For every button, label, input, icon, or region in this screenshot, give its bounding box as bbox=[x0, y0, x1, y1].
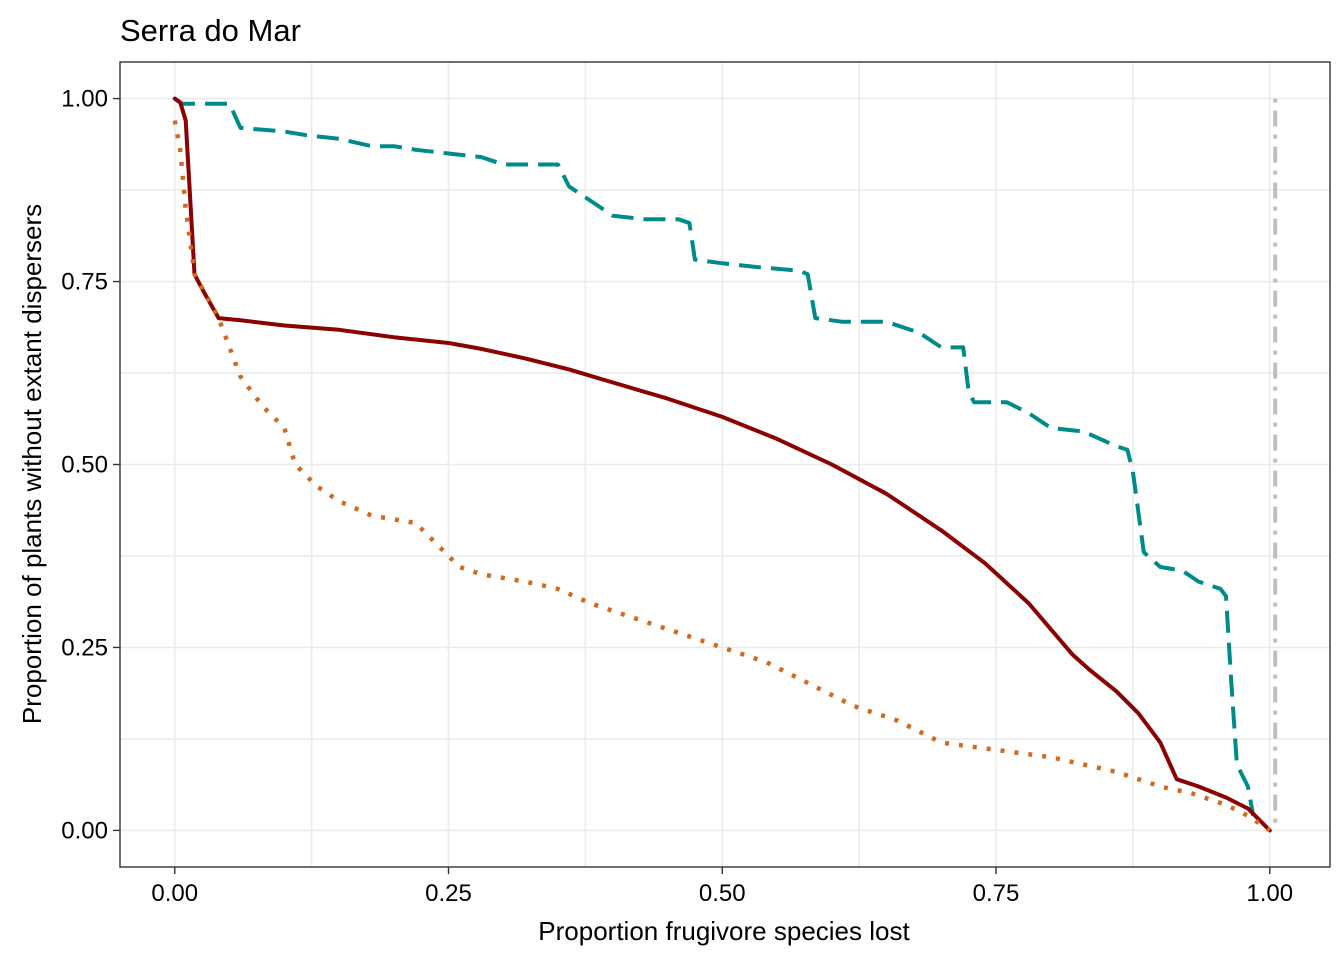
y-tick-label: 0.75 bbox=[61, 269, 108, 296]
y-tick-label: 0.00 bbox=[61, 817, 108, 844]
x-tick-label: 0.00 bbox=[151, 880, 198, 907]
series-line-solid bbox=[172, 96, 1272, 833]
gridlines bbox=[120, 62, 1330, 867]
x-tick-label: 1.00 bbox=[1246, 880, 1293, 907]
chart-title: Serra do Mar bbox=[120, 13, 301, 48]
series-line-dashed bbox=[173, 97, 1256, 817]
y-tick-label: 0.50 bbox=[61, 452, 108, 479]
x-tick-label: 0.25 bbox=[425, 880, 472, 907]
series-layer bbox=[172, 96, 1278, 833]
axes: 0.00 0.25 0.50 0.75 1.00 0.00 0.25 0.50 0.75 1.00 bbox=[61, 86, 1293, 907]
x-tick-label: 0.75 bbox=[973, 880, 1020, 907]
y-tick-label: 1.00 bbox=[61, 86, 108, 113]
x-axis-title: Proportion frugivore species lost bbox=[538, 916, 910, 946]
y-tick-label: 0.25 bbox=[61, 634, 108, 661]
y-axis-title: Proportion of plants without extant disp… bbox=[17, 204, 47, 724]
x-tick-label: 0.50 bbox=[699, 880, 746, 907]
